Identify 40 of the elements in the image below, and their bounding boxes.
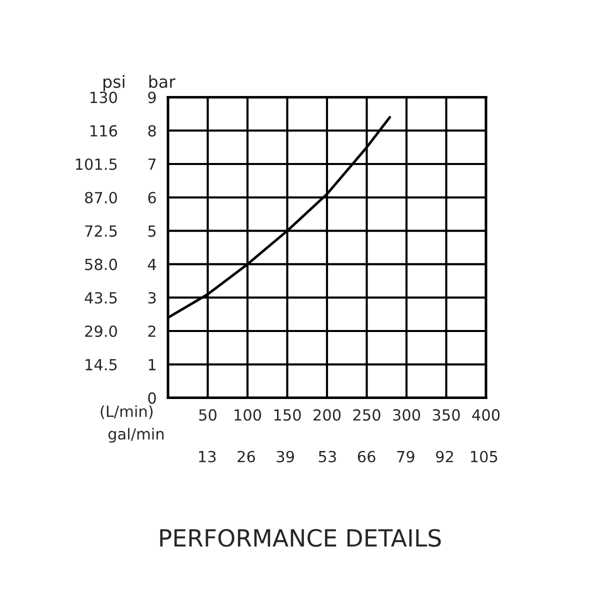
x-tick-label: 200 (314, 409, 341, 421)
y-tick-label: 5 (148, 225, 156, 237)
y2-tick-label: 101.5 (76, 158, 117, 170)
y2-tick-label: 130 (90, 92, 117, 104)
y-tick-label: 4 (148, 258, 156, 270)
x-tick-label: 100 (234, 409, 262, 421)
y-tick-label: 8 (148, 125, 156, 137)
y2-tick-label: 72.5 (85, 225, 117, 237)
x2-tick-label: 53 (318, 450, 336, 462)
x-tick-label: 300 (393, 409, 420, 421)
x2-tick-label: 79 (397, 450, 414, 462)
text: PERFORMANCE DETAILS (160, 528, 441, 547)
x2-tick-label: 26 (238, 450, 255, 462)
y2-tick-label: 43.5 (84, 292, 117, 304)
y-tick-label: 0 (148, 392, 156, 404)
x2-axis-title: gal/min (108, 428, 164, 443)
x-tick-label: 50 (199, 409, 216, 421)
x-axis-title: (L/min) (100, 405, 153, 419)
x2-tick-label: 39 (276, 450, 294, 462)
y-tick-label: 6 (148, 192, 156, 204)
y-tick-label: 2 (148, 325, 156, 337)
x-tick-label: 400 (472, 409, 500, 421)
x2-tick-label: 105 (470, 450, 498, 462)
y-tick-label: 9 (148, 92, 156, 104)
y-axis-title: bar (149, 75, 176, 88)
y2-axis-title: psi (104, 75, 124, 92)
y-tick-label: 3 (148, 292, 156, 304)
y2-tick-label: 14.5 (86, 359, 117, 370)
x2-tick-label: 13 (199, 450, 216, 462)
x2-tick-label: 66 (358, 450, 376, 462)
y-tick-label: 7 (148, 158, 156, 170)
x-tick-label: 350 (432, 409, 460, 421)
x-tick-label: 150 (274, 409, 301, 421)
y2-tick-label: 87.0 (85, 192, 117, 204)
x-tick-label: 250 (353, 409, 380, 421)
y2-tick-label: 116 (90, 125, 118, 137)
y-tick-label: 1 (148, 359, 156, 370)
x2-tick-label: 92 (436, 450, 453, 462)
y2-tick-label: 58.0 (85, 258, 117, 270)
y2-tick-label: 29.0 (85, 325, 117, 338)
